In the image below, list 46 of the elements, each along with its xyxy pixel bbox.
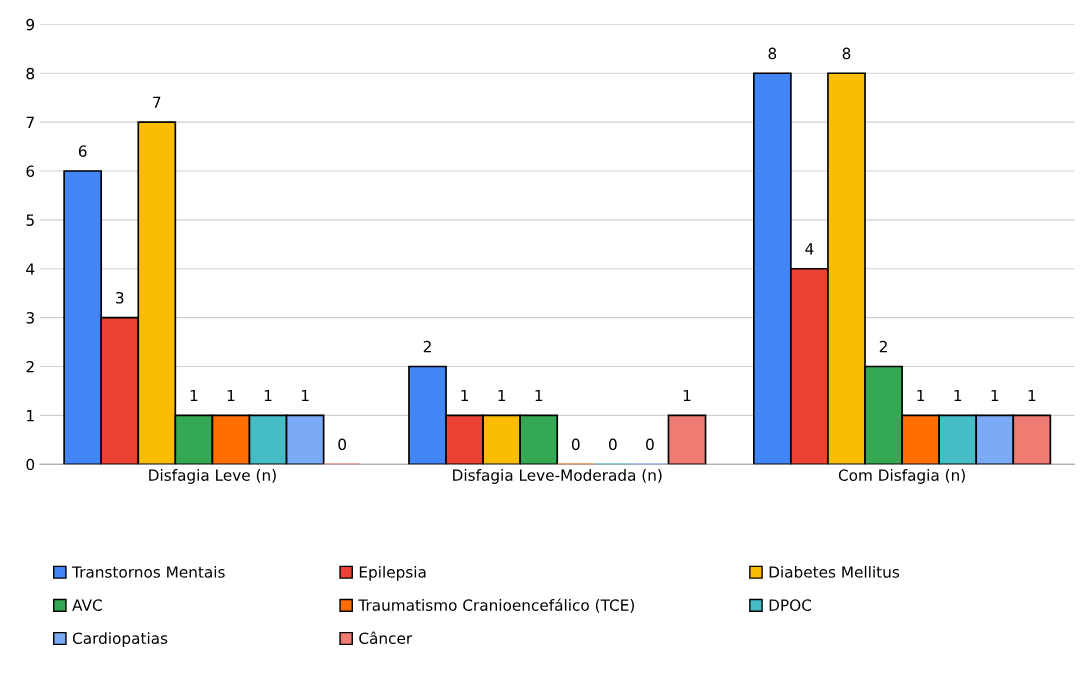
legend-label: Transtornos Mentais (72, 565, 225, 578)
data-label: 1 (991, 389, 999, 402)
data-label: 1 (461, 389, 469, 402)
legend-label: DPOC (769, 599, 812, 611)
legend-label: Epilepsia (359, 565, 426, 581)
data-label: 6 (78, 145, 87, 157)
data-label: 1 (917, 389, 925, 402)
legend-label: Cardiopatias (72, 632, 168, 647)
y-tick-label: 2 (26, 360, 34, 373)
data-label: 1 (1028, 389, 1036, 402)
y-tick-label: 8 (26, 67, 35, 80)
data-label: 1 (954, 389, 962, 402)
y-tick-label: 9 (26, 18, 35, 31)
y-tick-label: 1 (27, 410, 34, 422)
data-label: 1 (535, 389, 543, 402)
data-label: 7 (153, 96, 161, 108)
data-label: 8 (842, 47, 851, 60)
data-label: 1 (227, 389, 235, 402)
data-label: 1 (683, 389, 691, 402)
y-tick-label: 3 (26, 312, 34, 324)
data-label: 1 (190, 389, 198, 402)
y-tick-label: 7 (26, 116, 34, 128)
data-label: 3 (116, 291, 124, 304)
y-tick-label: 6 (26, 165, 35, 178)
data-label: 2 (879, 340, 887, 353)
data-label: 2 (423, 340, 431, 353)
y-tick-label: 5 (26, 214, 34, 226)
bar (667, 414, 707, 465)
data-label: 0 (646, 438, 654, 451)
data-label: 8 (768, 47, 777, 60)
data-label: 4 (805, 243, 814, 255)
data-label: 0 (571, 438, 580, 451)
legend-label: Câncer (359, 631, 413, 645)
legend-label: Diabetes Mellitus (769, 565, 900, 578)
data-label: 1 (301, 389, 309, 402)
x-tick-label: Com Disfagia (n) (838, 469, 965, 484)
legend-label: Traumatismo Cranioencefálico (TCE) (358, 598, 634, 613)
data-label: 1 (498, 389, 506, 402)
x-tick-label: Disfagia Leve-Moderada (n) (453, 469, 662, 484)
x-tick-label: Disfagia Leve (n) (149, 469, 276, 484)
data-label: 0 (338, 438, 347, 451)
data-label: 0 (609, 438, 617, 451)
y-tick-label: 4 (26, 263, 35, 275)
legend-label: AVC (72, 599, 102, 611)
data-label: 1 (264, 389, 272, 402)
y-tick-label: 0 (26, 458, 35, 471)
